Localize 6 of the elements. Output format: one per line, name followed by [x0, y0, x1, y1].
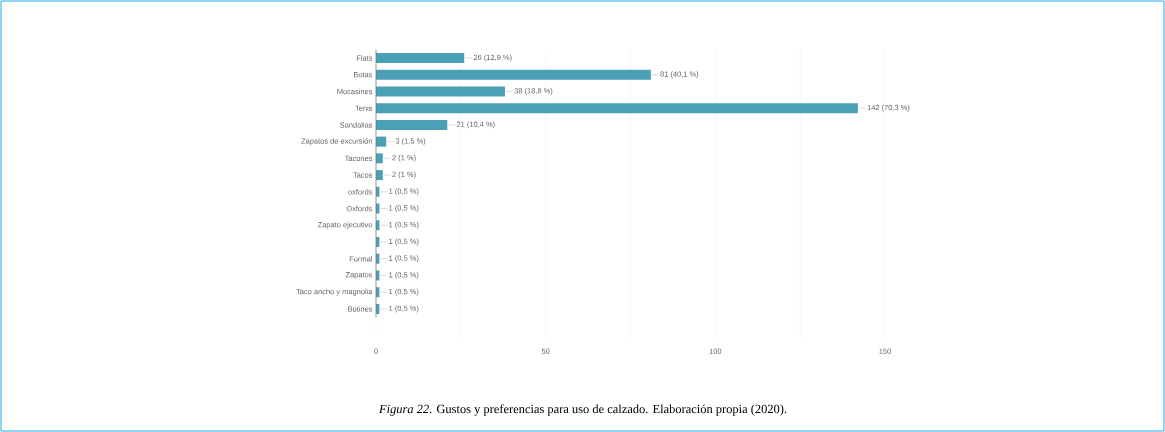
bar: [376, 119, 448, 130]
bar: [376, 86, 505, 97]
bar: [376, 103, 858, 114]
text: Figura 22. Gustos y preferencias para uso de calzado. Elaboración propia (2020).: [378, 404, 787, 416]
bar: [376, 69, 651, 80]
bar: [376, 52, 465, 63]
